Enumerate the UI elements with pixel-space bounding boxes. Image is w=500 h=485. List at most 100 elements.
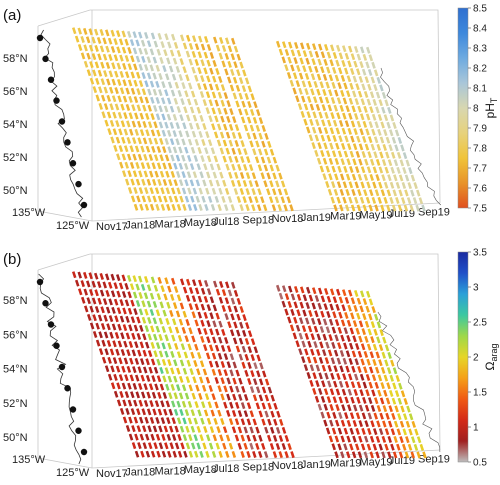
data-point [377, 389, 382, 397]
data-point [230, 329, 235, 337]
data-point [143, 47, 149, 55]
data-point [350, 135, 355, 143]
data-point [111, 95, 117, 103]
data-point [400, 405, 405, 413]
data-point [312, 96, 318, 104]
data-point [148, 442, 153, 450]
data-point [370, 404, 376, 412]
data-point [181, 154, 186, 162]
data-point [169, 442, 174, 450]
data-point [354, 443, 360, 451]
lon-tick-label: 135°W [12, 207, 46, 219]
data-point [164, 33, 169, 41]
data-point [300, 110, 305, 118]
data-point [398, 451, 404, 459]
data-point [110, 29, 115, 37]
data-point [274, 196, 280, 204]
data-point [232, 393, 237, 401]
data-point [358, 404, 364, 412]
data-point [160, 285, 165, 293]
data-point [200, 75, 205, 83]
data-point [231, 426, 237, 434]
data-point [89, 77, 95, 85]
data-point [173, 408, 179, 416]
data-point [146, 40, 152, 48]
data-point [355, 327, 360, 335]
data-point [357, 105, 362, 113]
data-point [382, 420, 387, 428]
data-point [358, 320, 364, 328]
data-point [144, 416, 149, 424]
data-point [148, 383, 154, 391]
data-point [149, 48, 155, 56]
data-point [171, 187, 176, 195]
data-point [187, 187, 192, 195]
data-point [363, 105, 368, 113]
data-point [78, 288, 83, 296]
data-point [200, 401, 206, 409]
data-point [163, 49, 168, 57]
data-point [156, 162, 162, 170]
data-point [292, 87, 297, 95]
data-point [202, 99, 208, 107]
data-point [152, 300, 158, 308]
data-point [219, 131, 225, 139]
data-point [127, 382, 132, 390]
data-point [186, 34, 191, 42]
data-point [284, 48, 290, 56]
data-point [222, 155, 227, 163]
data-point [360, 290, 365, 298]
data-point [188, 450, 194, 458]
data-point [352, 335, 357, 343]
data-point [190, 442, 196, 450]
data-point [361, 328, 366, 336]
data-point [189, 163, 195, 171]
data-point [100, 306, 105, 314]
data-point [328, 334, 333, 342]
data-point [364, 143, 370, 151]
coastline-line [40, 29, 84, 218]
data-point [130, 55, 135, 63]
data-point [251, 204, 256, 212]
data-point [366, 290, 371, 298]
data-point [212, 434, 218, 442]
data-point [217, 409, 222, 417]
data-point [391, 412, 396, 420]
data-point [185, 318, 190, 326]
data-point [132, 153, 137, 161]
data-point [166, 57, 171, 65]
data-point [329, 419, 334, 427]
data-point [301, 95, 306, 103]
data-point [365, 61, 370, 69]
data-point [209, 328, 214, 336]
data-point [354, 358, 359, 366]
data-point [228, 139, 234, 147]
data-point [308, 65, 313, 73]
data-point [135, 299, 141, 307]
data-point [244, 108, 249, 116]
data-point [343, 150, 349, 158]
data-point [106, 339, 112, 347]
data-point [142, 442, 148, 450]
data-point [323, 388, 329, 396]
data-point [383, 196, 388, 204]
data-point [326, 150, 331, 158]
data-point [343, 82, 348, 90]
data-point [178, 375, 184, 383]
data-point [330, 96, 336, 104]
data-point [290, 293, 296, 301]
data-point [95, 94, 100, 102]
data-point [299, 301, 304, 309]
data-point [307, 80, 312, 88]
data-point [121, 136, 126, 144]
data-point [187, 417, 193, 425]
data-point [184, 146, 189, 154]
data-point [399, 420, 405, 428]
data-point [220, 393, 225, 401]
data-point [179, 114, 184, 122]
data-point [303, 118, 308, 126]
data-point [137, 349, 142, 357]
data-point [366, 166, 372, 174]
data-point [72, 27, 77, 35]
data-point [296, 64, 301, 72]
